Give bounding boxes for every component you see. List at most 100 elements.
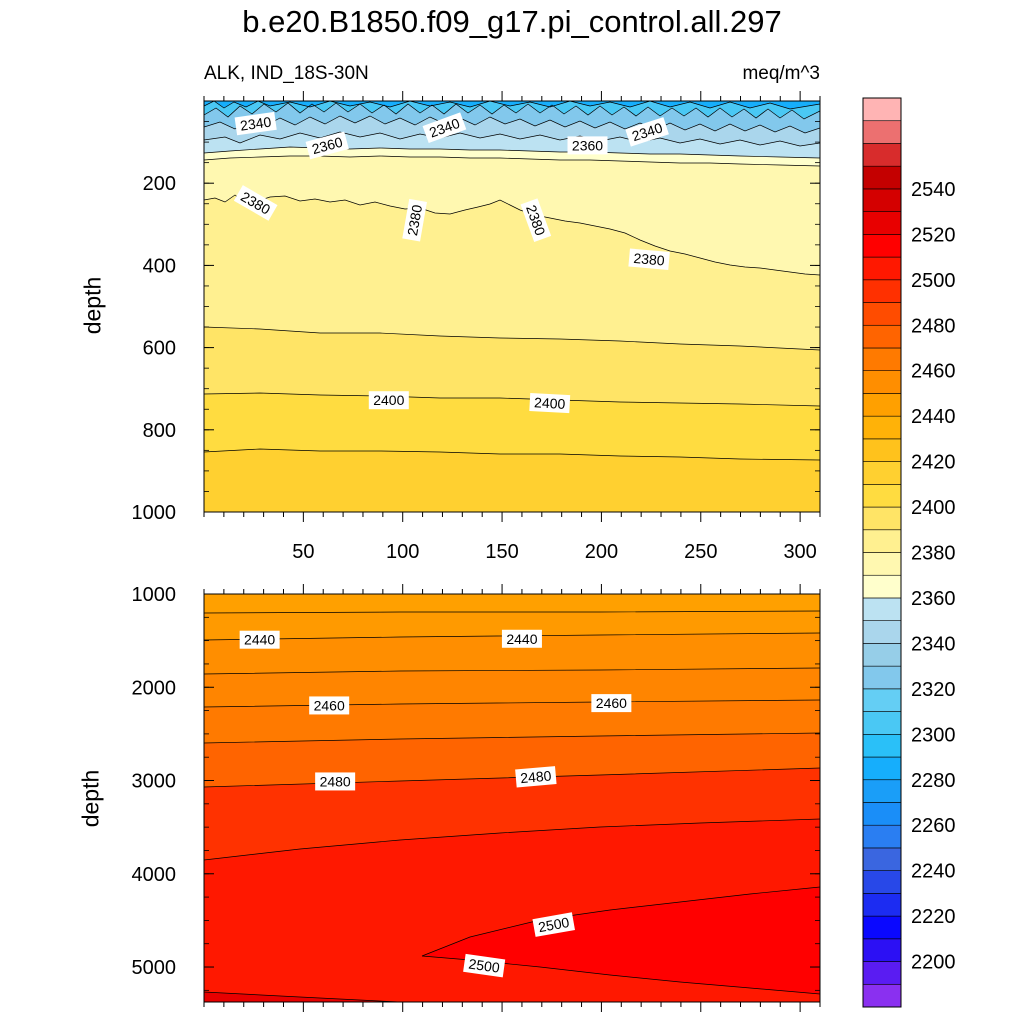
colorbar-box-8 xyxy=(862,802,902,826)
colorbar-frame xyxy=(862,97,902,1008)
lower-plot-frame xyxy=(203,593,821,1003)
upper-ytick-label-3: 800 xyxy=(143,420,176,442)
upper-contour-label-box-5 xyxy=(233,185,278,221)
upper-contour-label-text-8: 2380 xyxy=(633,250,666,269)
colorbar-box-25 xyxy=(862,415,902,440)
upper-contour-label-box-4 xyxy=(567,136,608,155)
upper-contour-label-10: 2400 xyxy=(529,393,571,414)
lower-contour-label-2: 2460 xyxy=(309,696,350,715)
upper-contour-label-box-8 xyxy=(628,248,670,270)
colorbar-label-5: 2300 xyxy=(911,724,956,746)
colorbar-label-8: 2360 xyxy=(911,588,956,610)
lower-contour-label-5: 2480 xyxy=(515,766,557,788)
upper-contour-label-box-10 xyxy=(529,393,571,414)
lower-contour-label-6: 2500 xyxy=(532,912,575,937)
colorbar-label-3: 2260 xyxy=(911,815,956,837)
lower-contour-label-0: 2440 xyxy=(239,630,280,649)
colorbar-box-26 xyxy=(862,393,902,417)
units-subtitle: meq/m^3 xyxy=(742,63,820,84)
colorbar-label-16: 2520 xyxy=(911,224,956,246)
colorbar-box-23 xyxy=(862,461,902,485)
upper-ytick-label-2: 600 xyxy=(143,338,176,360)
lower-contour-label-7: 2500 xyxy=(463,953,506,978)
colorbar-box-36 xyxy=(862,165,902,190)
upper-axes: 200 400 600 800 1000 50 100 150 200 250 300 xyxy=(132,91,821,563)
fill-2510-bottom xyxy=(204,992,400,1002)
colorbar-box-10 xyxy=(862,756,902,781)
colorbar-label-9: 2380 xyxy=(911,543,956,565)
colorbar-box-13 xyxy=(862,688,902,712)
colorbar-label-2: 2240 xyxy=(911,861,956,883)
upper-contour-label-8: 2380 xyxy=(628,248,670,270)
colorbar-box-32 xyxy=(862,256,902,281)
colorbar-box-3 xyxy=(862,915,902,940)
colorbar-box-18 xyxy=(862,574,902,599)
upper-contour-label-text-10: 2400 xyxy=(534,394,566,412)
colorbar-label-7: 2340 xyxy=(911,633,956,655)
colorbar-box-20 xyxy=(862,529,902,553)
lower-contour-label-box-3 xyxy=(591,694,632,713)
colorbar-box-5 xyxy=(862,870,902,894)
colorbar-box-38 xyxy=(862,120,902,144)
colorbar-box-11 xyxy=(862,733,902,758)
colorbar-box-15 xyxy=(862,643,902,667)
lower-contour-label-text-2: 2460 xyxy=(314,697,345,713)
lower-contour-panel: 2440 2440 2460 2460 2480 2480 2500 2500 xyxy=(204,594,820,1002)
upper-xtick-label-0: 50 xyxy=(292,541,314,563)
upper-contour-label-6: 2380 xyxy=(402,198,427,242)
colorbar-box-27 xyxy=(862,370,902,394)
upper-contour-label-box-7 xyxy=(520,198,552,243)
lower-contour-label-text-0: 2440 xyxy=(244,632,275,648)
colorbar-box-33 xyxy=(862,234,902,258)
lower-ytick-label-1: 2000 xyxy=(132,677,177,699)
colorbar-box-24 xyxy=(862,438,902,462)
lower-ytick-label-0: 1000 xyxy=(132,584,177,606)
colorbar-box-29 xyxy=(862,324,902,349)
upper-xtick-label-4: 250 xyxy=(684,541,717,563)
colorbar-box-39 xyxy=(862,97,902,122)
upper-contour-label-4: 2360 xyxy=(567,136,608,155)
upper-xtick-label-2: 150 xyxy=(485,541,518,563)
colorbar-box-31 xyxy=(862,279,902,303)
lower-contour-label-box-0 xyxy=(239,630,280,649)
lower-contour-label-text-6: 2500 xyxy=(537,914,571,935)
lower-contour-label-3: 2460 xyxy=(591,694,632,713)
colorbar-label-17: 2540 xyxy=(911,179,956,201)
colorbar-box-35 xyxy=(862,188,902,212)
lower-contour-label-text-4: 2480 xyxy=(320,773,351,789)
upper-ytick-label-0: 200 xyxy=(143,173,176,195)
lower-contour-lines xyxy=(204,610,820,1002)
lower-contour-label-text-1: 2440 xyxy=(506,631,537,647)
colorbar-label-15: 2500 xyxy=(911,270,956,292)
lower-contour-label-text-5: 2480 xyxy=(520,767,553,786)
colorbar-box-6 xyxy=(862,847,902,871)
chart-title: b.e20.B1850.f09_g17.pi_control.all.297 xyxy=(242,4,782,39)
colorbar-box-1 xyxy=(862,961,902,985)
lower-contour-label-text-3: 2460 xyxy=(596,695,627,711)
colorbar-box-4 xyxy=(862,893,902,917)
colorbar-box-30 xyxy=(862,302,902,326)
colorbar-label-14: 2480 xyxy=(911,315,956,337)
upper-ytick-label-4: 1000 xyxy=(132,502,177,524)
colorbar-label-0: 2200 xyxy=(911,952,956,974)
upper-contour-label-box-1 xyxy=(422,112,467,144)
upper-contour-label-text-6: 2380 xyxy=(404,203,425,237)
fill-2500 xyxy=(422,887,820,994)
upper-contour-label-3: 2360 xyxy=(305,131,349,160)
lower-contour-label-text-7: 2500 xyxy=(468,956,501,976)
upper-contour-label-box-2 xyxy=(625,117,669,147)
lower-contour-label-1: 2440 xyxy=(501,629,542,648)
lower-contour-label-4: 2480 xyxy=(315,772,356,791)
upper-ytick-label-1: 400 xyxy=(143,255,176,277)
colorbar-box-14 xyxy=(862,665,902,690)
upper-contour-label-9: 2400 xyxy=(368,391,409,410)
upper-contour-label-text-0: 2340 xyxy=(239,113,272,133)
colorbar-box-37 xyxy=(862,143,902,167)
colorbar-box-0 xyxy=(862,983,902,1008)
upper-contour-label-text-4: 2360 xyxy=(572,137,603,153)
upper-contour-label-0: 2340 xyxy=(234,111,277,136)
upper-contour-label-text-3: 2360 xyxy=(310,134,344,158)
lower-ytick-label-3: 4000 xyxy=(132,864,177,886)
upper-xtick-label-5: 300 xyxy=(783,541,816,563)
